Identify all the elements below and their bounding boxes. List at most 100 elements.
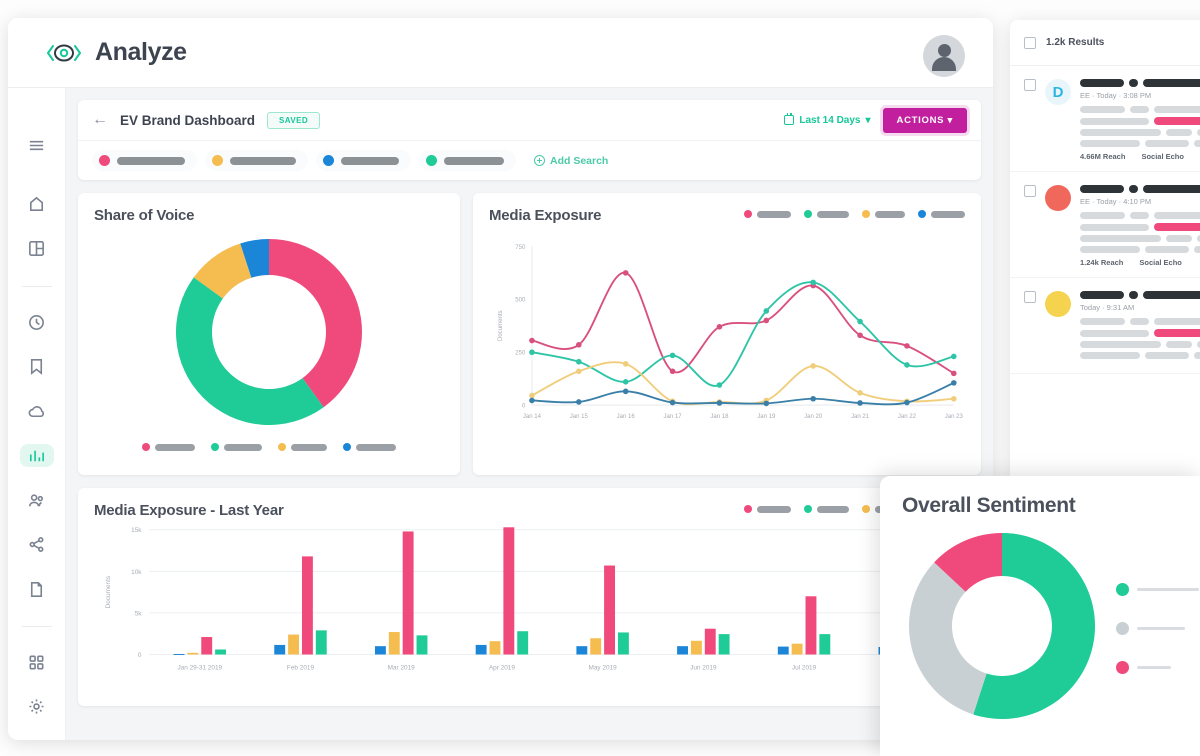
search-chip[interactable] — [419, 150, 516, 171]
result-echo: Social Echo — [1139, 258, 1182, 267]
legend-item — [211, 443, 262, 451]
plus-icon — [534, 155, 545, 166]
results-count: 1.2k Results — [1046, 37, 1105, 48]
list-item[interactable]: D EE · Today · 3:08 PM 4.66M Reach Social E… — [1010, 66, 1200, 172]
svg-text:Jan 19: Jan 19 — [757, 414, 776, 420]
chevron-down-icon: ▾ — [865, 114, 871, 126]
home-icon[interactable] — [20, 193, 54, 216]
sentiment-legend-dot — [1116, 583, 1129, 596]
svg-text:Feb 2019: Feb 2019 — [287, 664, 315, 671]
svg-text:15k: 15k — [131, 527, 142, 534]
svg-text:Jan 21: Jan 21 — [851, 414, 870, 420]
svg-text:Jan 23: Jan 23 — [945, 414, 964, 420]
legend-color-dot — [744, 210, 752, 218]
search-chip[interactable] — [316, 150, 411, 171]
svg-text:Jun 2019: Jun 2019 — [690, 664, 717, 671]
list-item[interactable]: Today · 9:31 AM — [1010, 278, 1200, 374]
svg-text:500: 500 — [515, 298, 526, 304]
legend-item — [862, 210, 905, 218]
date-range-label: Last 14 Days — [799, 114, 861, 126]
media-exposure-last-year-bar-chart[interactable]: 0 5k 10k 15k Documents Jan 29-31 2019 Feb 2019… — [94, 519, 965, 691]
avatar: D — [1045, 79, 1071, 105]
search-chip[interactable] — [205, 150, 308, 171]
result-body-redacted — [1080, 117, 1200, 125]
legend-label-redacted — [291, 443, 327, 451]
legend-item — [343, 443, 396, 451]
gear-icon[interactable] — [20, 696, 54, 719]
list-item[interactable]: EE · Today · 4:10 PM 1.24k Reach Social Ec… — [1010, 172, 1200, 278]
results-header: 1.2k Results — [1010, 20, 1200, 66]
document-icon[interactable] — [20, 578, 54, 601]
media-exposure-title: Media Exposure — [489, 207, 602, 224]
sentiment-legend-label-redacted — [1137, 627, 1185, 630]
legend-label-redacted — [817, 210, 849, 218]
sentiment-legend-label-redacted — [1137, 588, 1199, 591]
charts-row-2: Media Exposure - Last Year 0 5k 10k 15k Docu… — [78, 488, 981, 706]
analyze-app-window: Analyze — [8, 18, 993, 740]
actions-button[interactable]: ACTIONS ▾ — [882, 107, 967, 133]
svg-text:Documents: Documents — [498, 310, 504, 341]
share-of-voice-legend — [94, 443, 444, 451]
apps-grid-icon[interactable] — [20, 651, 54, 674]
svg-text:Jan 17: Jan 17 — [663, 414, 682, 420]
date-range-selector[interactable]: Last 14 Days ▾ — [784, 113, 871, 126]
chip-label-redacted — [230, 156, 296, 165]
media-exposure-line-chart[interactable]: 0 250 500 750 Documents Jan 14 Jan 15 Jan 16 Jan… — [489, 224, 965, 449]
hamburger-icon[interactable] — [20, 134, 54, 157]
legend-item — [744, 505, 791, 513]
status-badge: SAVED — [267, 111, 320, 129]
result-checkbox[interactable] — [1024, 185, 1036, 197]
clock-icon[interactable] — [20, 311, 54, 334]
svg-text:Jan 29-31 2019: Jan 29-31 2019 — [177, 664, 222, 671]
cloud-icon[interactable] — [20, 400, 54, 423]
media-exposure-legend — [744, 207, 965, 218]
share-of-voice-donut[interactable] — [94, 230, 444, 435]
chart-icon[interactable] — [19, 444, 54, 467]
legend-label-redacted — [875, 210, 905, 218]
brand-logo[interactable]: Analyze — [42, 38, 187, 67]
search-chip-row: Add Search — [78, 140, 981, 180]
result-meta: EE · Today · 3:08 PM — [1080, 91, 1152, 100]
overall-sentiment-legend — [1116, 583, 1199, 674]
dashboard-grid-icon[interactable] — [20, 238, 54, 261]
legend-color-dot — [211, 443, 219, 451]
page-title: EV Brand Dashboard — [120, 112, 256, 128]
result-body-redacted — [1080, 329, 1200, 337]
svg-text:0: 0 — [522, 403, 526, 409]
back-arrow-icon[interactable]: ← — [92, 111, 108, 128]
avatar — [1045, 291, 1071, 317]
people-icon[interactable] — [20, 489, 54, 512]
legend-label-redacted — [817, 505, 849, 513]
overall-sentiment-donut[interactable] — [902, 526, 1102, 731]
media-exposure-last-year-title: Media Exposure - Last Year — [94, 502, 284, 519]
result-body-redacted — [1080, 318, 1200, 325]
result-title-redacted — [1080, 79, 1200, 87]
legend-item — [804, 505, 849, 513]
svg-text:Jan 14: Jan 14 — [523, 414, 542, 420]
svg-text:Mar 2019: Mar 2019 — [388, 664, 416, 671]
search-chip[interactable] — [92, 150, 197, 171]
result-title-redacted — [1080, 291, 1200, 299]
result-body-redacted — [1080, 223, 1200, 231]
chip-color-dot — [99, 155, 110, 166]
dashboard-body: ← EV Brand Dashboard SAVED Last 14 Days … — [66, 88, 993, 740]
svg-text:Jan 22: Jan 22 — [898, 414, 917, 420]
user-avatar-icon[interactable] — [923, 35, 965, 77]
select-all-checkbox[interactable] — [1024, 36, 1036, 49]
share-icon[interactable] — [20, 533, 54, 556]
dashboard-toolbar: ← EV Brand Dashboard SAVED Last 14 Days … — [78, 100, 981, 180]
bookmark-icon[interactable] — [20, 355, 54, 378]
add-search-button[interactable]: Add Search — [534, 155, 608, 167]
share-of-voice-card: Share of Voice — [78, 193, 460, 475]
legend-item — [744, 210, 791, 218]
brand-name: Analyze — [95, 38, 187, 66]
result-checkbox[interactable] — [1024, 291, 1036, 303]
results-panel: 1.2k Results D EE · Today · 3:08 PM 4.66M … — [1010, 20, 1200, 490]
result-echo: Social Echo — [1141, 152, 1184, 161]
result-checkbox[interactable] — [1024, 79, 1036, 91]
chip-label-redacted — [444, 156, 504, 165]
result-body-redacted — [1080, 212, 1200, 219]
svg-text:0: 0 — [138, 652, 142, 659]
legend-item — [142, 443, 195, 451]
